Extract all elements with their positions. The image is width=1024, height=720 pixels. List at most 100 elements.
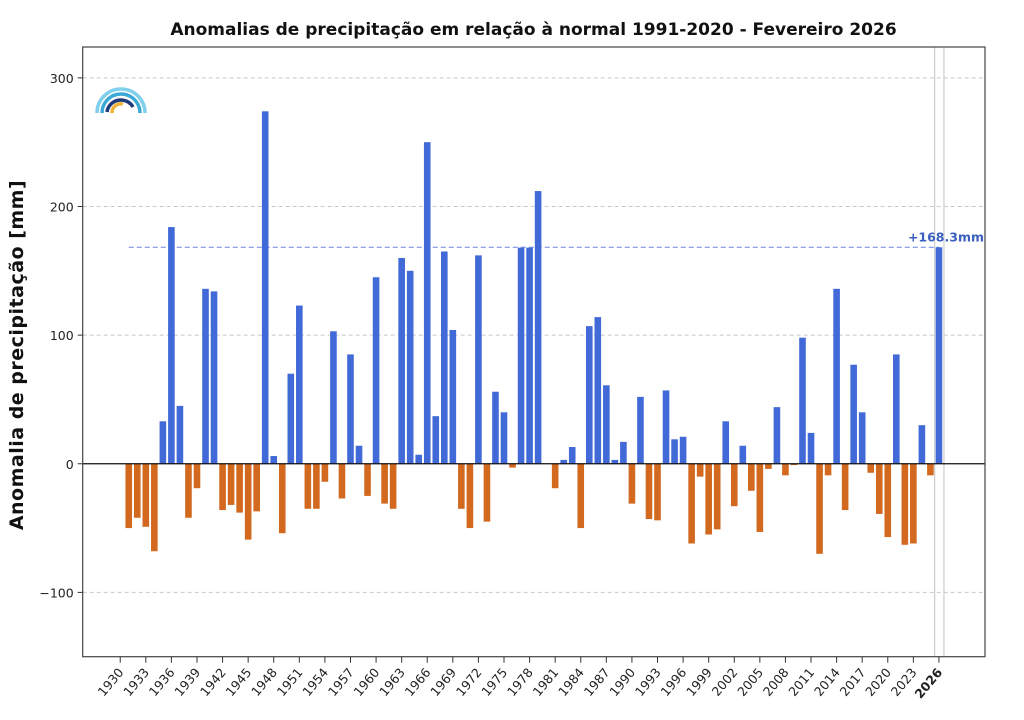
x-tick-label: 1954	[299, 665, 331, 699]
y-tick-labels: 300 200 100 0 −100	[39, 71, 73, 601]
bar-1999	[705, 463, 712, 535]
x-tick-label: 1942	[197, 665, 229, 699]
y-tick-label: 300	[50, 71, 74, 86]
bar-1994	[662, 390, 670, 464]
x-tick-label: 2002	[709, 665, 741, 699]
x-tick-label: 2011	[785, 665, 817, 699]
logo-icon	[95, 87, 147, 114]
bar-1965	[415, 454, 423, 464]
bar-2004	[748, 463, 755, 491]
bar-1990	[628, 463, 636, 504]
x-tick-label: 1969	[427, 665, 459, 699]
y-tick-label: 200	[50, 199, 74, 214]
bar-2006	[765, 463, 772, 469]
x-tick-label: 1933	[120, 665, 152, 699]
bar-2025	[927, 463, 934, 476]
bar-1979	[534, 191, 542, 464]
bar-1969	[449, 329, 457, 464]
bar-1977	[517, 247, 525, 464]
bar-2026	[935, 247, 943, 464]
bar-2008	[782, 463, 789, 476]
bar-1972	[475, 255, 482, 464]
x-tick-label: 1936	[146, 665, 178, 699]
bar-1950	[287, 373, 295, 464]
bar-2002	[730, 463, 738, 507]
x-tick-label: 1993	[632, 665, 664, 699]
x-tick-label: 1996	[657, 665, 689, 699]
bar-1988	[611, 459, 619, 464]
bar-1939	[193, 463, 201, 489]
bar-2022	[901, 463, 909, 545]
grid-lines	[82, 77, 985, 593]
reference-line-label: +168.3mm	[908, 229, 984, 244]
bar-1933	[142, 463, 150, 527]
x-tick-label: 1978	[504, 665, 536, 699]
bar-1940	[202, 288, 209, 464]
bar-1942	[219, 463, 226, 511]
bar-1991	[637, 396, 644, 464]
x-tick-label: 2020	[862, 665, 894, 699]
bar-1956	[338, 463, 346, 499]
bar-1976	[509, 463, 516, 468]
y-tick-label: 0	[66, 457, 74, 472]
bar-1948	[270, 456, 278, 464]
bar-2007	[773, 407, 781, 464]
bar-2005	[756, 463, 764, 532]
bar-1973	[483, 463, 491, 522]
reference-line-group: +168.3mm	[128, 229, 984, 248]
bar-2017	[858, 412, 866, 464]
bar-1998	[696, 463, 704, 477]
bar-2020	[884, 463, 892, 538]
bar-2010	[799, 337, 806, 464]
bar-1953	[313, 463, 320, 509]
bar-1947	[261, 111, 269, 464]
bar-1978	[526, 247, 533, 464]
bar-1985	[585, 326, 593, 464]
bar-1955	[330, 331, 337, 464]
x-tick-labels: 1930193319361939194219451948195119541957…	[95, 665, 946, 702]
bar-1954	[321, 463, 329, 482]
x-tick-label: 1960	[350, 665, 382, 699]
bars	[125, 111, 943, 554]
bar-2024	[918, 425, 926, 464]
x-tick-label: 1984	[555, 665, 587, 699]
plot-frame	[82, 46, 986, 658]
bar-1996	[679, 436, 687, 464]
x-tick-label: 2017	[837, 665, 869, 699]
highlight-lines	[934, 47, 945, 657]
bar-1974	[492, 391, 499, 464]
bar-1936	[168, 227, 175, 464]
bar-1975	[500, 412, 508, 464]
bar-1944	[236, 463, 243, 513]
bar-1984	[577, 463, 585, 529]
bar-2018	[867, 463, 875, 473]
bar-2014	[833, 288, 840, 464]
bar-2011	[807, 432, 815, 464]
x-tick-label: 1972	[453, 665, 485, 699]
x-tick-label: 1939	[171, 665, 203, 699]
bar-1957	[347, 354, 354, 464]
bar-1963	[398, 257, 405, 464]
x-tick-label: 1948	[248, 665, 280, 699]
bar-1970	[458, 463, 465, 509]
bar-2012	[816, 463, 823, 554]
bar-1932	[133, 463, 141, 518]
axes	[77, 46, 986, 663]
bar-2003	[739, 445, 747, 464]
bar-1995	[671, 439, 678, 464]
x-tick-label: 1981	[530, 665, 562, 699]
bar-2013	[824, 463, 832, 476]
bar-1966	[423, 142, 431, 464]
x-tick-label: 1957	[325, 665, 357, 699]
x-tick-label: 1945	[223, 665, 255, 699]
x-tick-label: 2026	[911, 665, 945, 702]
bar-1951	[296, 305, 303, 464]
bar-1993	[654, 463, 661, 521]
bar-1964	[406, 270, 414, 464]
bar-1935	[159, 421, 167, 464]
bar-1943	[227, 463, 235, 505]
bar-1937	[176, 405, 184, 464]
bar-1959	[364, 463, 371, 496]
bar-1968	[441, 251, 448, 464]
